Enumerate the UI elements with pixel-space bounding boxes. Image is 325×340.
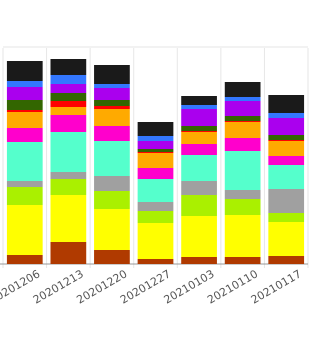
bar-segment <box>224 121 261 122</box>
bar-segment <box>268 189 305 213</box>
bar-segment <box>94 126 130 141</box>
bar-segment <box>6 181 43 187</box>
bar-segment <box>6 187 43 205</box>
bar-segment <box>94 191 130 209</box>
bar-segment <box>50 132 87 172</box>
bar-segment <box>6 128 43 142</box>
bar-segment <box>268 95 305 113</box>
bar-segment <box>6 87 43 100</box>
bar-segment <box>94 209 130 250</box>
bar-segment <box>224 151 261 190</box>
bar-segment <box>268 135 305 140</box>
bar-segment <box>181 96 217 105</box>
bar-segment <box>224 215 261 257</box>
bar-segment <box>137 168 174 179</box>
bar-segment <box>94 176 130 191</box>
bar-segment <box>268 140 305 141</box>
bar-segment <box>268 256 305 264</box>
bar-segment <box>268 222 305 256</box>
bar-segment <box>94 100 130 106</box>
bar-segment <box>224 122 261 138</box>
bar-segment <box>181 216 217 257</box>
bar-segment <box>181 181 217 195</box>
bar-segment <box>94 106 130 109</box>
bar-segment <box>268 118 305 135</box>
bar-segment <box>137 259 174 264</box>
bar-segment <box>224 116 261 121</box>
bar-segment <box>50 107 87 115</box>
bar-segment <box>137 202 174 211</box>
bar-segment <box>50 59 87 75</box>
bar-segment <box>268 141 305 156</box>
bar-segment <box>6 81 43 87</box>
bar-segment <box>137 149 174 152</box>
bar-segment <box>268 213 305 222</box>
bar-segment <box>50 115 87 132</box>
bar-segment <box>224 257 261 264</box>
bar-segment <box>137 223 174 259</box>
bar-segment <box>137 136 174 141</box>
bar-segment <box>50 179 87 195</box>
bar-segment <box>224 190 261 199</box>
bar-segment <box>137 122 174 136</box>
bar-segment <box>137 153 174 168</box>
bar-segment <box>50 84 87 93</box>
bar-segment <box>181 144 217 155</box>
bar-segment <box>6 142 43 181</box>
bar-segment <box>224 101 261 116</box>
bar-segment <box>137 152 174 153</box>
bar-segment <box>94 109 130 126</box>
bar-segment <box>224 82 261 97</box>
bar-segment <box>6 61 43 81</box>
bar-segment <box>181 126 217 131</box>
bar-segment <box>137 141 174 149</box>
bar-segment <box>181 105 217 109</box>
bar-segment <box>181 109 217 126</box>
separators <box>2 48 309 268</box>
bar-segment <box>181 132 217 144</box>
bar-segment <box>50 242 87 264</box>
bar-segment <box>268 165 305 189</box>
bar-segment <box>181 257 217 264</box>
bar-segment <box>50 195 87 242</box>
bar-segment <box>94 250 130 264</box>
bar-segment <box>137 211 174 223</box>
bar-segment <box>137 179 174 202</box>
bar-segment <box>6 255 43 264</box>
bar-segment <box>94 84 130 88</box>
bar-segment <box>181 155 217 181</box>
bar-segment <box>94 88 130 100</box>
bar-segment <box>50 101 87 107</box>
bar-segment <box>181 131 217 132</box>
bar-segment <box>268 113 305 118</box>
bar-segment <box>6 112 43 128</box>
bar-segment <box>94 141 130 176</box>
bar-segment <box>6 100 43 110</box>
bar-segment <box>6 205 43 255</box>
bar-segment <box>50 75 87 84</box>
bar-segment <box>50 93 87 101</box>
bar-segment <box>6 110 43 112</box>
bar-segment <box>181 195 217 216</box>
bar-segment <box>268 156 305 165</box>
bar-segment <box>94 65 130 84</box>
bar-segment <box>224 138 261 151</box>
bar-segment <box>224 97 261 101</box>
bar-segment <box>224 199 261 215</box>
bar-segment <box>50 172 87 179</box>
